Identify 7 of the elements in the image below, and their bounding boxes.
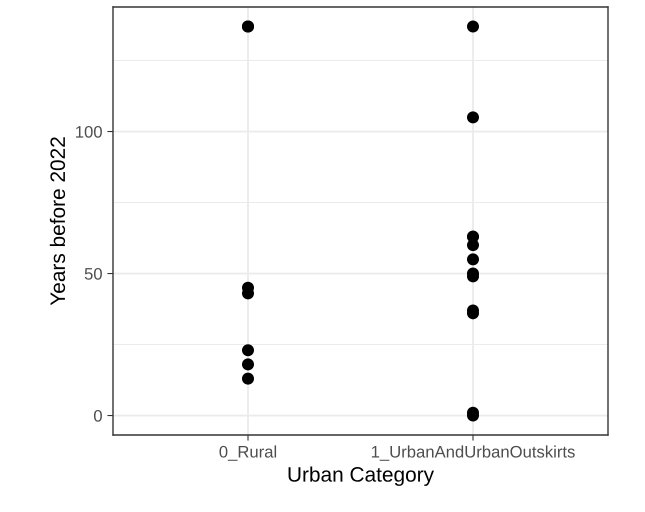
y-axis-title: Years before 2022 (50, 137, 66, 306)
y-tick-label: 100 (76, 126, 102, 138)
y-tick-label: 0 (94, 410, 102, 422)
x-tick-label: 0_Rural (219, 445, 276, 461)
x-axis-title: Urban Category (288, 466, 434, 486)
x-tick-label: 1_UrbanAndUrbanOutskirts (372, 445, 575, 461)
y-tick-label: 50 (84, 268, 102, 280)
